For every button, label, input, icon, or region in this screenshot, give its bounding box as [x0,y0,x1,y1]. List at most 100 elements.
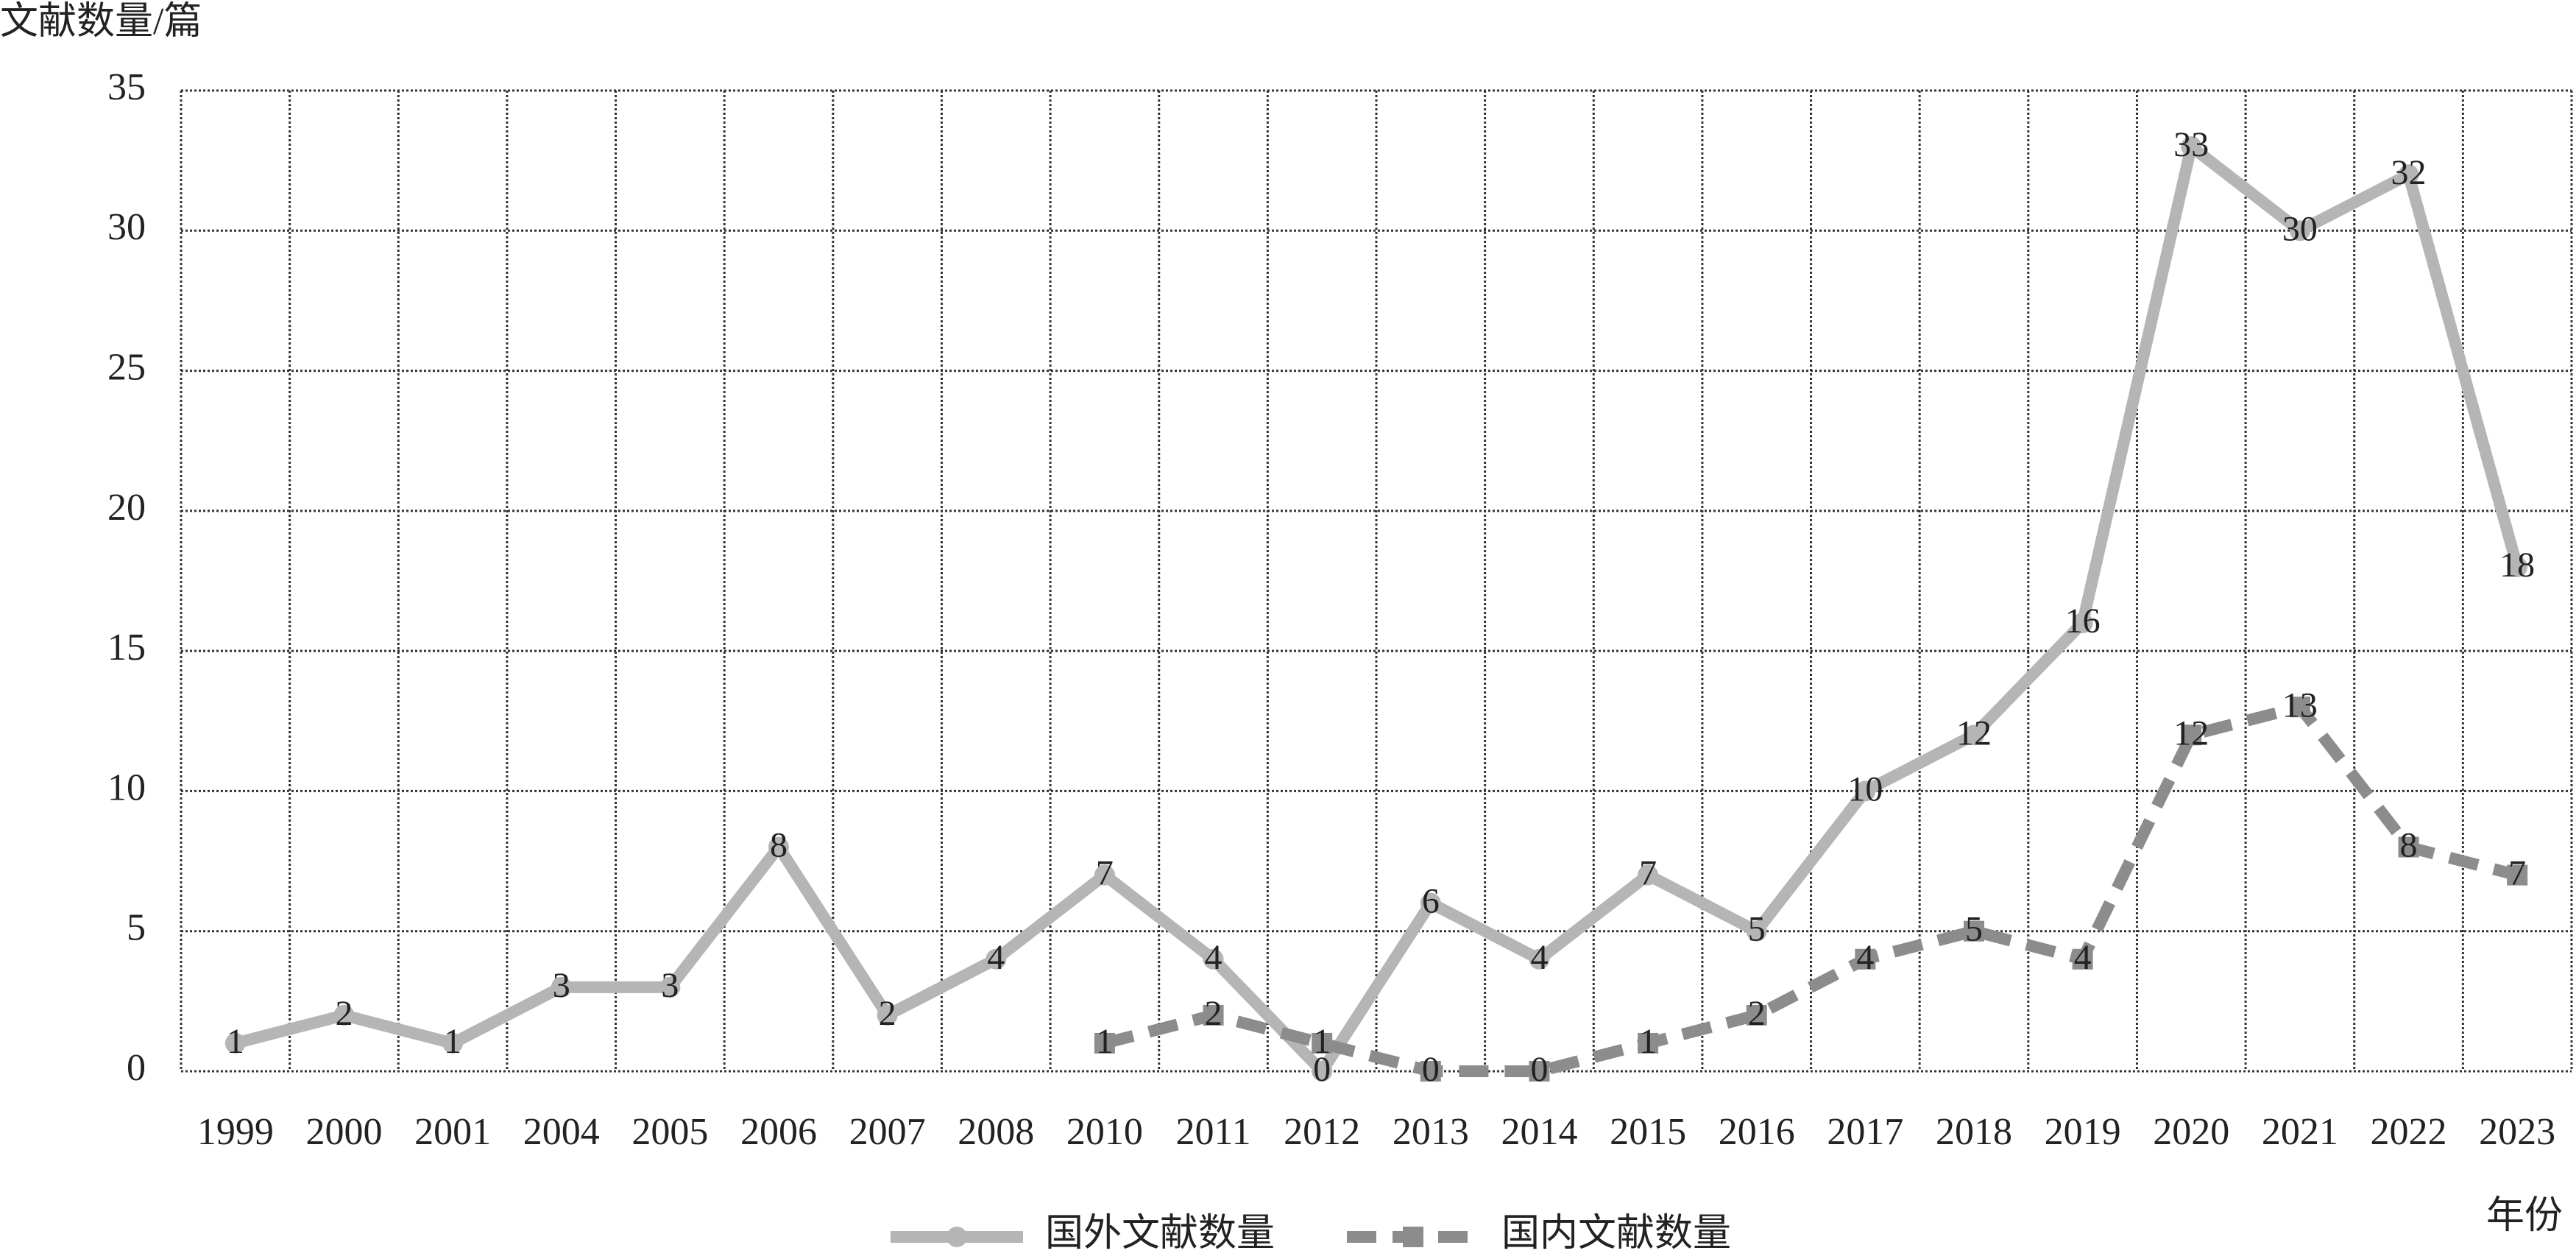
marker [2507,864,2528,886]
y-tick-label: 30 [107,206,146,248]
marker [2289,696,2310,718]
data-label: 12 [2173,713,2209,752]
x-tick-label: 2007 [849,1111,926,1153]
marker [442,1032,464,1054]
marker [1420,1061,1441,1082]
data-label: 4 [2074,938,2092,977]
x-tick-label: 2010 [1066,1111,1143,1153]
data-label: 8 [2400,826,2418,865]
marker [1746,1004,1767,1026]
y-tick-label: 25 [107,347,146,389]
data-label: 7 [1639,854,1657,893]
marker [877,1004,898,1026]
data-label: 8 [770,826,788,865]
data-label: 30 [2282,209,2318,248]
marker [1403,1227,1423,1247]
x-tick-label: 2006 [740,1111,817,1153]
marker [2398,836,2419,858]
y-axis-title: 文献数量/篇 [0,1,202,43]
marker [2181,724,2202,746]
data-label: 6 [1422,882,1440,921]
data-label: 1 [1096,1022,1114,1061]
data-label: 0 [1530,1050,1548,1089]
marker [1529,1061,1550,1082]
marker [1312,1061,1333,1082]
data-label: 1 [1313,1022,1331,1061]
marker [2072,948,2093,970]
x-tick-label: 2013 [1393,1111,1469,1153]
y-tick-label: 5 [127,907,146,949]
data-label: 13 [2282,685,2318,724]
legend-label: 国外文献数量 [1045,1213,1275,1255]
marker [1203,1004,1224,1026]
series-line [1103,701,2519,1077]
x-tick-label: 2004 [523,1111,600,1153]
marker [1638,1032,1659,1054]
x-tick-label: 2014 [1501,1111,1577,1153]
marker [659,976,681,998]
data-label: 18 [2499,546,2535,585]
x-tick-label: 2017 [1827,1111,1903,1153]
data-label: 1 [444,1022,461,1061]
marker [1638,864,1659,886]
y-tick-label: 20 [107,487,146,529]
marker [1746,920,1767,942]
marker [1094,1032,1115,1054]
marker [1529,948,1550,970]
x-tick-label: 2011 [1176,1111,1251,1153]
marker [946,1227,967,1247]
data-label: 12 [1956,713,1992,752]
data-label: 4 [1205,938,1222,977]
x-tick-label: 2019 [2045,1111,2121,1153]
x-tick-label: 2016 [1719,1111,1795,1153]
marker [986,948,1007,970]
marker [1094,864,1115,886]
y-tick-label: 35 [107,66,146,108]
data-label: 0 [1422,1050,1440,1089]
data-label: 2 [879,994,896,1033]
data-label: 0 [1313,1050,1331,1089]
marker [1203,948,1224,970]
legend-label: 国内文献数量 [1501,1213,1731,1255]
x-tick-label: 2005 [631,1111,708,1153]
legend: 国外文献数量 国内文献数量 [891,1213,1731,1255]
x-tick-label: 1999 [197,1111,274,1153]
marker [2398,164,2419,186]
data-label: 3 [553,966,570,1005]
data-label: 7 [2508,854,2526,893]
y-tick-label: 15 [107,627,146,669]
x-tick-label: 2021 [2262,1111,2338,1153]
x-tick-label: 2012 [1284,1111,1360,1153]
marker [551,976,572,998]
data-label: 7 [1096,854,1114,893]
marker [1855,948,1876,970]
marker [1964,920,1984,942]
data-label: 10 [1847,769,1883,808]
marker [768,836,789,858]
marker [1420,892,1441,914]
marker [2072,613,2093,634]
data-label: 2 [1748,994,1766,1033]
data-label: 16 [2065,602,2101,641]
data-label: 33 [2173,125,2209,164]
x-tick-label: 2015 [1610,1111,1686,1153]
marker [224,1032,246,1054]
x-tick-label: 2000 [305,1111,382,1153]
data-label: 5 [1748,910,1766,949]
y-tick-label: 10 [107,766,146,808]
data-label: 4 [1530,938,1548,977]
data-label: 2 [335,994,353,1033]
data-label: 1 [1639,1022,1657,1061]
grid [180,89,2573,1073]
x-tick-label: 2018 [1936,1111,2012,1153]
series-line [233,141,2523,1077]
marker [1855,780,1876,802]
marker [2507,556,2528,577]
data-label: 2 [1205,994,1222,1033]
data-label: 3 [661,966,679,1005]
marker [333,1004,355,1026]
data-label: 32 [2391,153,2427,192]
x-tick-label: 2023 [2479,1111,2555,1153]
x-tick-label: 2008 [958,1111,1034,1153]
